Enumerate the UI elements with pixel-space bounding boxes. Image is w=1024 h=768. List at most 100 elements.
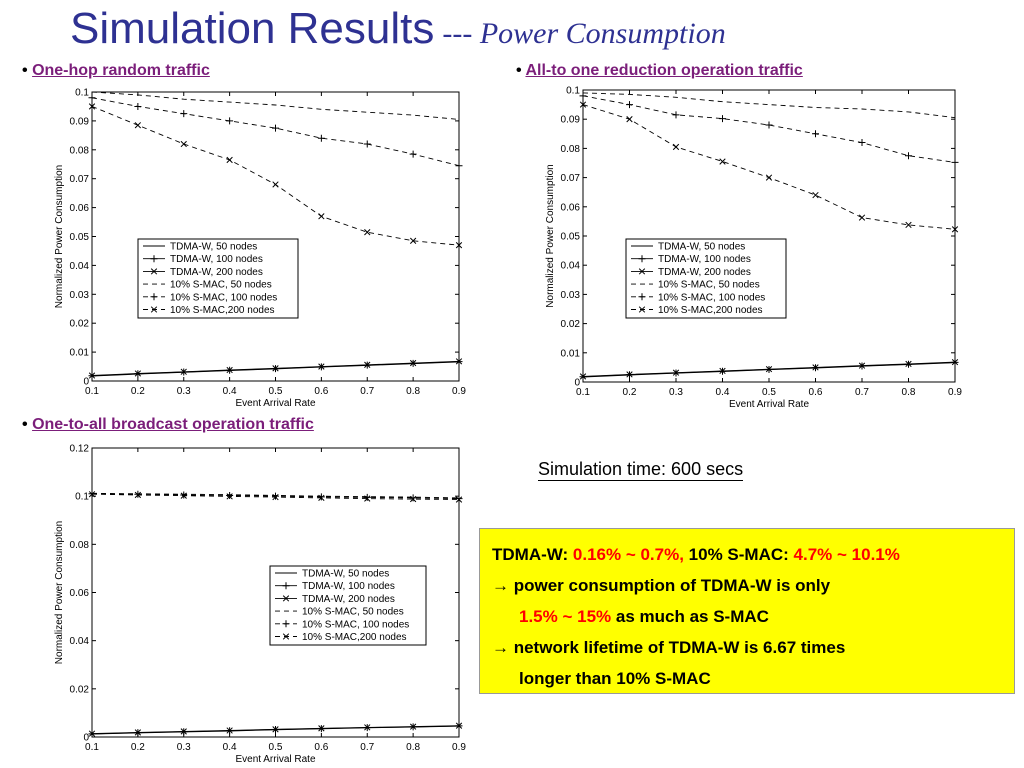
y-tick-label: 0.12: [70, 444, 90, 455]
data-point: [88, 730, 96, 737]
legend-label: 10% S-MAC,200 nodes: [658, 305, 763, 316]
legend-label: 10% S-MAC, 100 nodes: [170, 292, 277, 303]
x-tick-label: 0.7: [360, 386, 374, 397]
page-title: Simulation Results --- Power Consumption: [70, 4, 726, 54]
legend-marker: [282, 595, 290, 602]
caption-one-hop: • One-hop random traffic: [22, 62, 210, 80]
y-tick-label: 0.1: [75, 88, 89, 99]
x-tick-label: 0.9: [452, 386, 466, 397]
summary-ratio-text: as much as S-MAC: [611, 607, 769, 626]
data-point: [409, 359, 417, 367]
data-point: [951, 158, 959, 166]
data-point: [226, 491, 234, 499]
data-point: [626, 371, 633, 378]
summary-line-3: 1.5% ~ 15% as much as S-MAC: [492, 601, 1002, 632]
y-tick-label: 0.02: [70, 684, 90, 695]
data-point: [672, 369, 680, 376]
data-point: [180, 140, 187, 148]
data-point: [364, 229, 371, 236]
legend-label: 10% S-MAC, 100 nodes: [302, 619, 409, 630]
data-point: [719, 115, 726, 123]
x-tick-label: 0.7: [855, 387, 869, 398]
x-axis-label: Event Arrival Rate: [729, 399, 809, 410]
x-tick-label: 0.3: [177, 386, 191, 397]
summary-line-4: → network lifetime of TDMA-W is 6.67 tim…: [492, 638, 846, 657]
series-3: [91, 91, 460, 120]
data-point: [455, 358, 463, 365]
data-point: [226, 366, 233, 374]
y-tick-label: 0.06: [70, 588, 90, 599]
data-point: [455, 242, 463, 249]
data-point: [180, 491, 188, 499]
data-point: [363, 140, 371, 148]
series-3: [582, 92, 956, 119]
summary-tdma-range: 0.16% ~ 0.7%,: [572, 545, 684, 564]
data-point: [226, 117, 234, 125]
y-tick-label: 0: [574, 378, 580, 389]
y-tick-label: 0.02: [70, 319, 90, 330]
data-point: [364, 724, 371, 731]
legend-marker: [638, 306, 646, 313]
legend-marker: [150, 293, 158, 301]
series-5: [88, 103, 463, 249]
data-point: [363, 493, 371, 501]
data-point: [180, 728, 187, 735]
y-tick-label: 0.09: [561, 115, 581, 126]
data-point: [272, 492, 279, 500]
y-tick-label: 0.03: [561, 290, 581, 301]
data-point: [579, 101, 587, 108]
legend-marker: [150, 255, 158, 263]
y-tick-label: 0.07: [561, 173, 581, 184]
data-point: [455, 495, 463, 503]
series-line: [582, 95, 956, 163]
data-point: [88, 103, 96, 110]
data-point: [317, 134, 325, 142]
y-tick-label: 0.08: [70, 540, 90, 551]
data-point: [409, 494, 417, 502]
legend-marker: [638, 255, 646, 263]
caption-all-to-one-link[interactable]: All-to one reduction operation traffic: [525, 62, 803, 79]
data-point: [719, 367, 726, 375]
series-2: [88, 722, 463, 737]
data-point: [180, 110, 188, 118]
series-line: [582, 92, 956, 119]
series-4: [88, 94, 463, 170]
caption-one-hop-link[interactable]: One-hop random traffic: [32, 62, 210, 79]
x-tick-label: 0.2: [623, 387, 637, 398]
legend-label: 10% S-MAC, 50 nodes: [302, 607, 404, 618]
data-point: [318, 363, 325, 370]
data-point: [672, 143, 680, 151]
data-point: [455, 722, 463, 729]
data-point: [134, 491, 142, 499]
x-axis-label: Event Arrival Rate: [235, 754, 315, 765]
x-tick-label: 0.1: [85, 742, 99, 753]
data-point: [318, 213, 325, 220]
bullet: •: [516, 62, 522, 79]
data-point: [812, 130, 819, 138]
legend-label: TDMA-W, 50 nodes: [170, 242, 257, 253]
y-tick-label: 0.05: [70, 232, 90, 243]
data-point: [180, 368, 187, 375]
data-point: [409, 723, 417, 730]
bullet: •: [22, 62, 28, 79]
x-tick-label: 0.6: [314, 742, 328, 753]
x-tick-label: 0.9: [452, 742, 466, 753]
y-tick-label: 0.04: [561, 261, 581, 272]
y-tick-label: 0: [83, 377, 89, 388]
x-tick-label: 0.1: [576, 387, 590, 398]
legend-box: [269, 565, 427, 646]
caption-one-to-all-link[interactable]: One-to-all broadcast operation traffic: [32, 416, 314, 433]
data-point: [765, 121, 773, 129]
legend-label: 10% S-MAC, 50 nodes: [170, 280, 272, 291]
y-axis-label: Normalized Power Consumption: [54, 165, 65, 308]
data-point: [951, 226, 959, 233]
series-5: [579, 101, 959, 233]
data-point: [455, 496, 463, 503]
data-point: [272, 726, 279, 733]
x-tick-label: 0.5: [762, 387, 776, 398]
x-tick-label: 0.3: [669, 387, 683, 398]
series-line: [91, 91, 460, 120]
data-point: [272, 181, 279, 188]
